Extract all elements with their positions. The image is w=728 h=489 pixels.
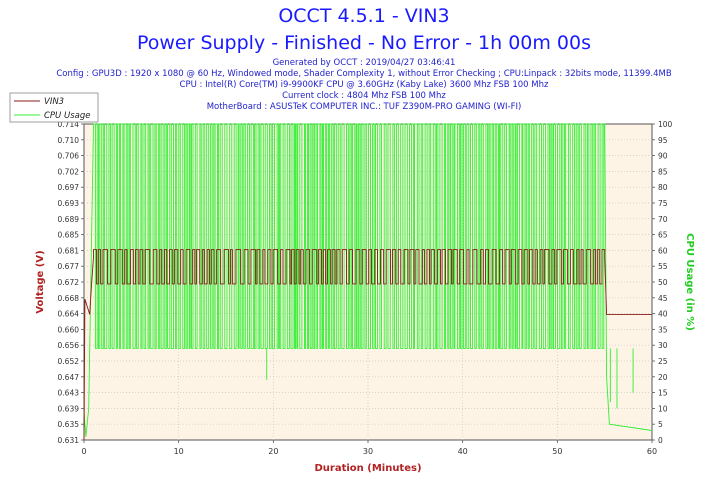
x-axis-label: Duration (Minutes) xyxy=(314,463,421,474)
chart-subtitle: Power Supply - Finished - No Error - 1h … xyxy=(137,32,591,54)
x-tick-label: 50 xyxy=(552,447,562,456)
info-line-generated: Generated by OCCT : 2019/04/27 03:46:41 xyxy=(273,58,456,68)
y-tick-label: 0.672 xyxy=(58,278,80,287)
x-tick-label: 20 xyxy=(268,447,278,456)
y-tick-label: 0.639 xyxy=(58,404,80,413)
y-tick-label: 0.664 xyxy=(58,310,80,319)
y-tick-label: 0.689 xyxy=(58,215,80,224)
x-tick-label: 40 xyxy=(458,447,468,456)
axis-ticks: 0 10 20 30 40 50 600.631 00.635 50.639 100.643 150… xyxy=(58,120,673,456)
x-tick-label: 10 xyxy=(174,447,184,456)
info-line-config: Config : GPU3D : 1920 x 1080 @ 60 Hz, Wi… xyxy=(56,69,672,79)
y2-tick-label: 55 xyxy=(658,262,668,271)
y-tick-label: 0.660 xyxy=(58,325,80,334)
y2-axis-label: CPU Usage (in %) xyxy=(684,233,695,331)
y-tick-label: 0.631 xyxy=(58,436,80,445)
y-tick-label: 0.677 xyxy=(58,262,80,271)
y2-tick-label: 25 xyxy=(658,357,668,366)
series-line-cpu-usage xyxy=(83,123,653,437)
y2-tick-label: 80 xyxy=(658,183,668,192)
y-tick-label: 0.647 xyxy=(58,373,80,382)
y2-tick-label: 45 xyxy=(658,294,668,303)
series-layer xyxy=(83,123,653,441)
y2-tick-label: 0 xyxy=(658,436,663,445)
y2-tick-label: 5 xyxy=(658,420,663,429)
series-line-vin3 xyxy=(83,249,652,441)
legend: VIN3 CPU Usage xyxy=(9,92,99,123)
y-tick-label: 0.652 xyxy=(58,357,80,366)
y-tick-label: 0.681 xyxy=(58,246,80,255)
info-line-cpu: CPU : Intel(R) Core(TM) i9-9900KF CPU @ … xyxy=(180,80,549,90)
info-line-clock: Current clock : 4804 Mhz FSB 100 Mhz xyxy=(282,91,446,101)
legend-box xyxy=(9,92,99,123)
y2-tick-label: 70 xyxy=(658,215,668,224)
y2-tick-label: 60 xyxy=(658,246,668,255)
y-tick-label: 0.685 xyxy=(58,231,80,240)
y-tick-label: 0.702 xyxy=(58,167,80,176)
chart-title: OCCT 4.5.1 - VIN3 xyxy=(278,5,449,27)
y2-tick-label: 90 xyxy=(658,152,668,161)
x-tick-label: 30 xyxy=(363,447,373,456)
y2-tick-label: 75 xyxy=(658,199,668,208)
y-tick-label: 0.697 xyxy=(58,183,80,192)
y-tick-label: 0.706 xyxy=(58,152,80,161)
y2-tick-label: 10 xyxy=(658,404,668,413)
y2-tick-label: 30 xyxy=(658,341,668,350)
y2-tick-label: 15 xyxy=(658,389,668,398)
y-tick-label: 0.668 xyxy=(58,294,80,303)
y-axis-label: Voltage (V) xyxy=(35,250,46,313)
info-line-motherboard: MotherBoard : ASUSTeK COMPUTER INC.: TUF… xyxy=(207,102,522,112)
y2-tick-label: 65 xyxy=(658,231,668,240)
y-tick-label: 0.693 xyxy=(58,199,80,208)
y-tick-label: 0.710 xyxy=(58,136,80,145)
y-tick-label: 0.656 xyxy=(58,341,80,350)
y2-tick-label: 50 xyxy=(658,278,668,287)
y2-tick-label: 35 xyxy=(658,325,668,334)
y-tick-label: 0.635 xyxy=(58,420,80,429)
y-tick-label: 0.643 xyxy=(58,389,80,398)
legend-label-vin3: VIN3 xyxy=(44,97,64,107)
y2-tick-label: 40 xyxy=(658,310,668,319)
y2-tick-label: 95 xyxy=(658,136,668,145)
y2-tick-label: 100 xyxy=(658,120,673,129)
legend-label-cpu-usage: CPU Usage xyxy=(44,111,90,121)
y2-tick-label: 20 xyxy=(658,373,668,382)
x-tick-label: 0 xyxy=(81,447,86,456)
x-tick-label: 60 xyxy=(647,447,657,456)
y2-tick-label: 85 xyxy=(658,167,668,176)
y-tick-label: 0.714 xyxy=(58,120,80,129)
